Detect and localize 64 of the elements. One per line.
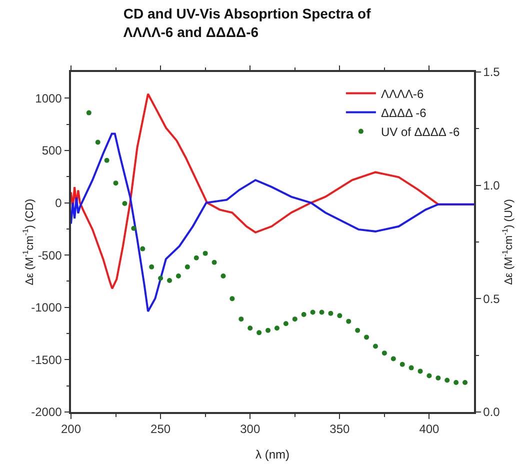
point [248, 326, 253, 331]
point [149, 264, 154, 270]
point [266, 328, 271, 333]
y2-tick-label: 1.5 [483, 65, 500, 80]
point [194, 255, 199, 260]
point [328, 310, 334, 316]
point [390, 356, 396, 362]
y-tick-label: -500 [38, 248, 62, 262]
point [408, 365, 414, 370]
y-tick-label: -2000 [31, 405, 62, 420]
point [462, 380, 468, 386]
point [382, 350, 387, 356]
legend-label: UV of ΔΔΔΔ -6 [380, 124, 460, 139]
point [202, 250, 208, 256]
legend-label: ΛΛΛΛ-6 [380, 86, 424, 101]
y2-tick-label: 0.0 [483, 405, 500, 420]
y-tick-label: -1000 [31, 300, 62, 315]
x-tick-label: 300 [240, 422, 260, 436]
y-tick-label: 0 [55, 196, 62, 210]
point [418, 368, 423, 374]
point [104, 158, 110, 163]
point [364, 334, 370, 340]
point [372, 344, 378, 349]
x-tick-label: 250 [150, 422, 171, 436]
point [319, 310, 324, 315]
point [256, 330, 262, 336]
y-tick-label: 500 [42, 144, 62, 158]
point [230, 296, 235, 302]
chart-title: CD and UV-Vis Absoprtion Spectra of ΛΛΛΛ-6 and ΔΔΔΔ-6 [123, 6, 372, 40]
x-tick-label: 200 [60, 422, 82, 436]
x-tick-label: 350 [330, 422, 350, 436]
point [337, 313, 342, 318]
legend-label: ΔΔΔΔ -6 [380, 106, 427, 120]
point [113, 180, 118, 186]
point [310, 310, 316, 315]
point [283, 321, 288, 326]
point [454, 380, 459, 386]
point [220, 274, 226, 278]
y-tick-label: -1500 [31, 352, 62, 367]
point [167, 278, 172, 284]
x-tick-label: 400 [419, 422, 440, 436]
y2-tick-label: 0.5 [483, 292, 500, 306]
point [131, 226, 136, 231]
y-tick-label: 1000 [35, 91, 62, 106]
x-axis-title: λ (nm) [256, 448, 290, 462]
point [274, 326, 280, 331]
point [86, 110, 92, 116]
point [176, 274, 181, 278]
point [140, 246, 146, 252]
point [444, 378, 450, 383]
point [95, 140, 100, 145]
point [158, 276, 164, 281]
point [436, 376, 441, 380]
point [355, 328, 360, 333]
point [400, 362, 405, 367]
point [301, 312, 306, 318]
point [184, 264, 190, 270]
point [346, 318, 352, 324]
point [292, 316, 298, 322]
point [212, 260, 217, 265]
y2-tick-label: 1.0 [483, 178, 500, 193]
point [426, 373, 432, 378]
point [122, 200, 128, 206]
point [238, 316, 244, 322]
